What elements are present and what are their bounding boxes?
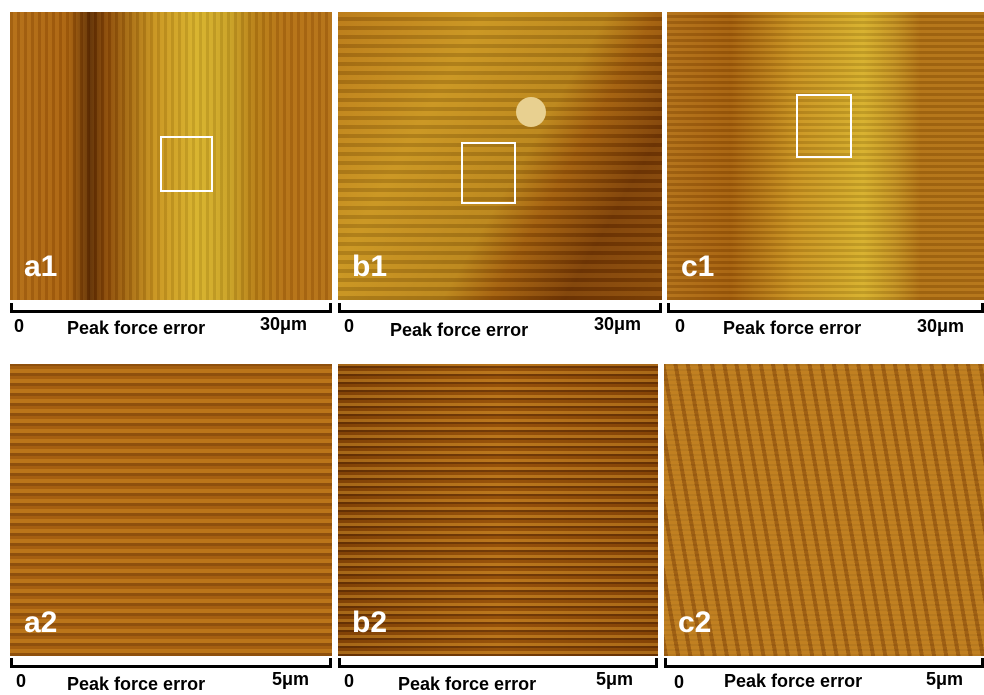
panel: b1 0 Peak force error 30μm (338, 12, 662, 342)
scale-bar (10, 658, 332, 668)
caption: Peak force error (398, 674, 536, 695)
panel-label: a2 (24, 606, 57, 640)
panel-label: b1 (352, 250, 387, 284)
caption: Peak force error (723, 318, 861, 339)
caption: Peak force error (724, 671, 862, 692)
scale-start: 0 (674, 672, 684, 693)
afm-image: c2 (664, 364, 984, 656)
scale-start: 0 (675, 316, 685, 337)
panel: c2 0 Peak force error 5μm (664, 364, 984, 693)
panel: a2 0 Peak force error 5μm (10, 364, 332, 693)
scale-bar (664, 658, 984, 668)
scale-bar (338, 658, 658, 668)
panel-label: c1 (681, 250, 714, 284)
caption: Peak force error (67, 318, 205, 339)
scale-start: 0 (344, 316, 354, 337)
scale-end: 5μm (926, 669, 963, 690)
figure: a1 0 Peak force error 30μm b1 0 Peak for… (0, 0, 984, 693)
panel-label: b2 (352, 606, 387, 640)
scale-bar (10, 303, 332, 313)
panel: a1 0 Peak force error 30μm (10, 12, 332, 342)
panel-label: a1 (24, 250, 57, 284)
roi-box (796, 94, 852, 158)
scale-start: 0 (344, 671, 354, 692)
scale-end: 5μm (272, 669, 309, 690)
scale-end: 30μm (260, 314, 307, 335)
afm-image: b2 (338, 364, 658, 656)
panel: c1 0 Peak force error 30μm (667, 12, 984, 342)
panel-label: c2 (678, 606, 711, 640)
scale-bar (338, 303, 662, 313)
caption: Peak force error (390, 320, 528, 341)
caption: Peak force error (67, 674, 205, 695)
panel: b2 0 Peak force error 5μm (338, 364, 658, 693)
particle (516, 97, 546, 127)
afm-image: c1 (667, 12, 984, 300)
scale-end: 5μm (596, 669, 633, 690)
scale-bar (667, 303, 984, 313)
scale-start: 0 (14, 316, 24, 337)
scale-end: 30μm (917, 316, 964, 337)
scale-start: 0 (16, 671, 26, 692)
roi-box (461, 142, 516, 204)
roi-box (160, 136, 213, 192)
scale-end: 30μm (594, 314, 641, 335)
afm-image: a2 (10, 364, 332, 656)
afm-image: a1 (10, 12, 332, 300)
afm-image: b1 (338, 12, 662, 300)
